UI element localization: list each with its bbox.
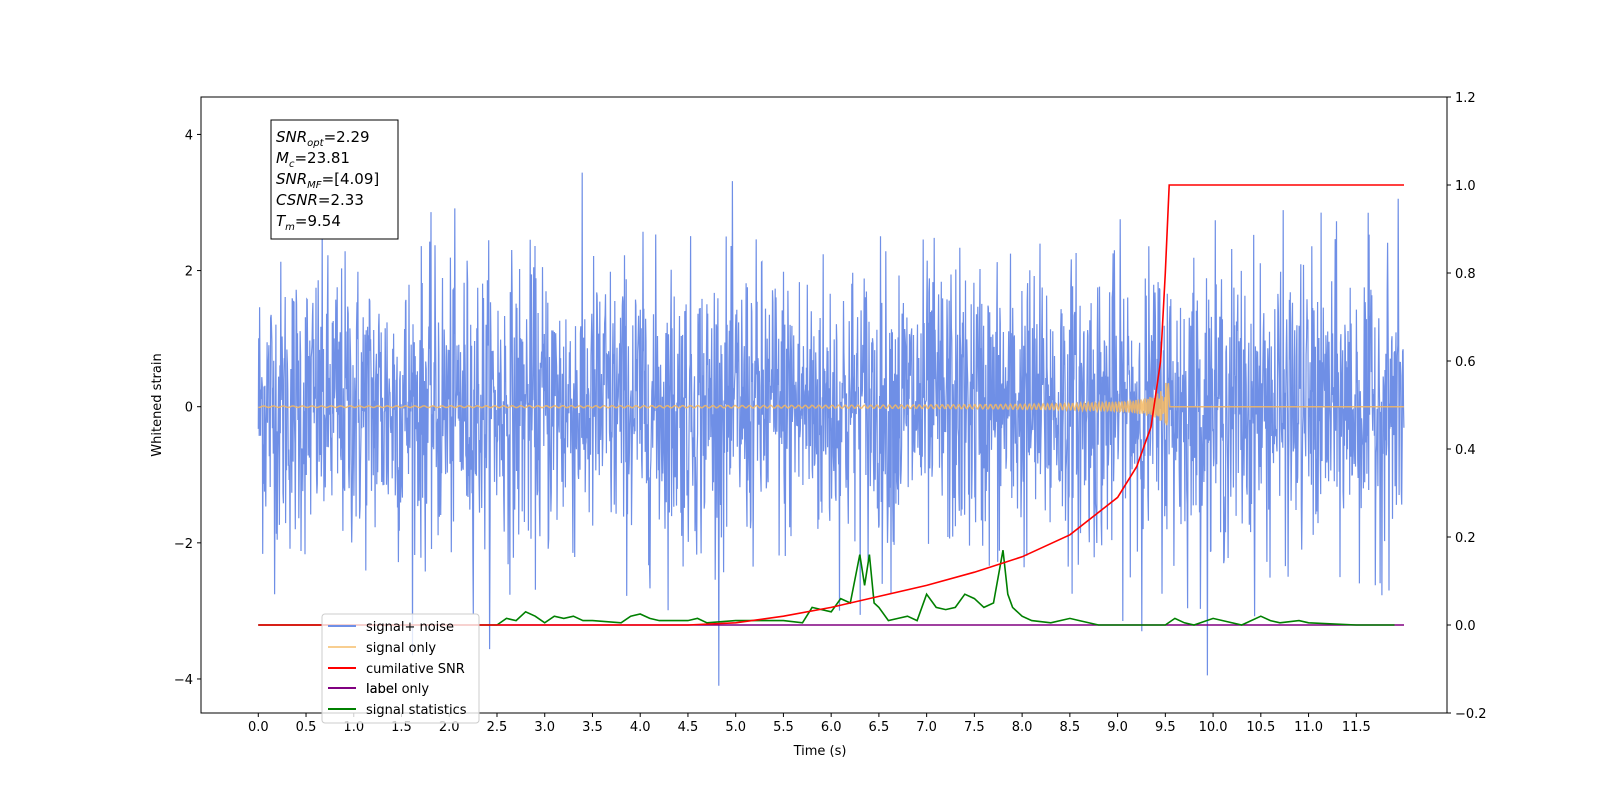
series-signal-only	[258, 382, 1404, 426]
y-right-tick-label: 0.0	[1455, 619, 1476, 634]
legend-entry: cumilative SNR	[366, 662, 465, 677]
annotation-line: Mc=23.81	[276, 149, 350, 170]
x-tick-label: 5.5	[773, 720, 794, 735]
x-tick-label: 9.5	[1155, 720, 1176, 735]
annotation-line: CSNR=2.33	[276, 191, 364, 209]
y-left-tick-label: −2	[174, 537, 193, 552]
x-tick-label: 7.0	[916, 720, 937, 735]
y-right-tick-label: 0.6	[1455, 355, 1476, 370]
x-tick-label: 8.0	[1012, 720, 1033, 735]
y-axis-label: Whitened strain	[150, 353, 165, 456]
x-tick-label: 10.0	[1199, 720, 1228, 735]
x-tick-label: 7.5	[964, 720, 985, 735]
y-right-tick-label: 0.2	[1455, 531, 1476, 546]
x-tick-label: 6.5	[869, 720, 890, 735]
x-tick-label: 6.0	[821, 720, 842, 735]
series-signal-statistics	[258, 550, 1395, 626]
x-tick-label: 1.0	[343, 720, 364, 735]
y-axis-left: −4 −2 0 2 4	[174, 128, 201, 688]
x-tick-label: 5.0	[725, 720, 746, 735]
y-right-tick-label: 1.0	[1455, 179, 1476, 194]
legend-entry: signal only	[366, 641, 436, 656]
y-right-tick-label: 0.4	[1455, 443, 1476, 458]
x-tick-label: 11.0	[1294, 720, 1323, 735]
legend-entry: signal+ noise	[366, 620, 454, 635]
annotation-line: Tm=9.54	[276, 212, 341, 233]
y-left-tick-label: −4	[174, 673, 193, 688]
x-tick-label: 3.0	[534, 720, 555, 735]
y-left-tick-label: 2	[185, 265, 193, 280]
x-axis-label: Time (s)	[793, 744, 847, 759]
annotation-box: SNRopt=2.29Mc=23.81SNRMF=[4.09]CSNR=2.33…	[270, 119, 399, 240]
annotation-box-frame	[270, 119, 399, 240]
x-tick-label: 4.5	[678, 720, 699, 735]
x-tick-label: 0.0	[248, 720, 269, 735]
x-axis: 0.0 0.5 1.0 1.5 2.0 2.5 3.0 3.5 4.0 4.5 5.0 5.5 6.0 6…	[248, 713, 1371, 735]
x-tick-label: 0.5	[296, 720, 317, 735]
annotation-line: SNRMF=[4.09]	[276, 170, 379, 191]
plot-frame	[200, 96, 1448, 714]
y-left-tick-label: 4	[185, 128, 193, 143]
legend-entry: label	[366, 682, 397, 697]
x-tick-label: 2.5	[487, 720, 508, 735]
y-axis-right: −0.2 0.0 0.2 0.4 0.6 0.8 1.0 1.2	[1447, 91, 1487, 722]
x-tick-label: 4.0	[630, 720, 651, 735]
x-tick-label: 2.0	[439, 720, 460, 735]
annotation-line: SNRopt=2.29	[276, 128, 370, 149]
legend: signal+ noise signal only cumilative SNR la…	[321, 613, 480, 724]
y-left-tick-label: 0	[185, 401, 193, 416]
x-tick-label: 3.5	[582, 720, 603, 735]
x-tick-label: 10.5	[1246, 720, 1275, 735]
x-tick-label: 1.5	[391, 720, 412, 735]
y-right-tick-label: −0.2	[1455, 707, 1487, 722]
series-cumilative-snr	[258, 184, 1404, 626]
x-tick-label: 11.5	[1342, 720, 1371, 735]
legend-entry: label only	[366, 682, 429, 697]
series-signal-plus-noise	[257, 172, 1405, 686]
legend-frame	[321, 613, 480, 724]
x-tick-label: 8.5	[1060, 720, 1081, 735]
legend-entry: signal statistics	[366, 703, 467, 718]
y-right-tick-label: 0.8	[1455, 267, 1476, 282]
x-tick-label: 9.0	[1107, 720, 1128, 735]
y-right-tick-label: 1.2	[1455, 91, 1476, 106]
